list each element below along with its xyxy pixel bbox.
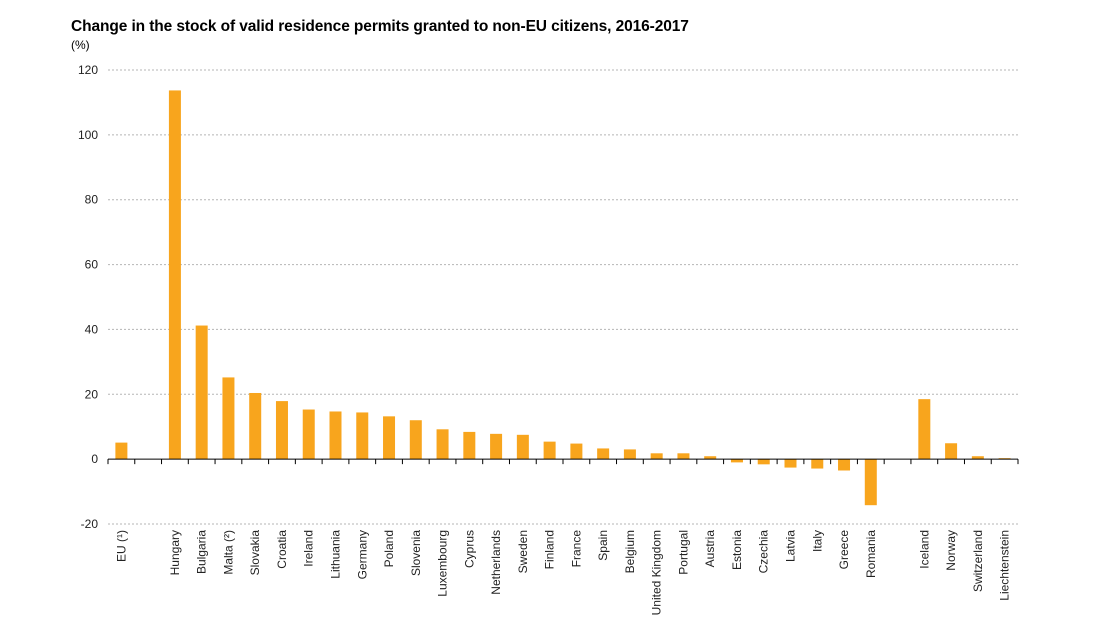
bar bbox=[356, 412, 369, 460]
bar bbox=[730, 459, 743, 463]
x-category-label: Portugal bbox=[676, 530, 690, 575]
x-category-label: United Kingdom bbox=[650, 530, 664, 615]
bar bbox=[784, 459, 797, 468]
y-tick-label: 20 bbox=[85, 387, 99, 401]
bar bbox=[838, 459, 851, 471]
x-category-label: Luxembourg bbox=[436, 530, 450, 597]
y-tick-label: 0 bbox=[91, 452, 98, 466]
bar bbox=[677, 453, 690, 460]
bar bbox=[329, 411, 342, 460]
bar bbox=[302, 409, 315, 460]
x-category-label: Austria bbox=[703, 530, 717, 568]
x-category-label: Liechtenstein bbox=[998, 530, 1012, 601]
x-category-label: Norway bbox=[944, 530, 958, 571]
bar bbox=[918, 399, 931, 460]
bars bbox=[115, 90, 1011, 506]
bar bbox=[543, 441, 556, 460]
bar bbox=[757, 459, 770, 465]
x-category-label: Malta (²) bbox=[221, 530, 235, 575]
bar bbox=[463, 431, 476, 460]
x-category-label: Poland bbox=[382, 530, 396, 567]
gridlines bbox=[108, 69, 1018, 525]
bar bbox=[115, 442, 128, 460]
x-category-label: Germany bbox=[355, 530, 369, 579]
x-category-label: Spain bbox=[596, 530, 610, 561]
bar bbox=[383, 416, 396, 460]
bar bbox=[436, 429, 449, 460]
bar bbox=[168, 90, 181, 460]
bar bbox=[275, 401, 288, 460]
bar bbox=[971, 456, 984, 460]
x-category-label: Lithuania bbox=[329, 530, 343, 579]
bar bbox=[704, 456, 717, 460]
x-category-label: Bulgaria bbox=[195, 530, 209, 574]
y-tick-label: 120 bbox=[78, 63, 98, 77]
bar bbox=[570, 443, 583, 460]
x-category-label: Netherlands bbox=[489, 530, 503, 595]
bar bbox=[195, 325, 208, 460]
x-category-label: Slovenia bbox=[409, 530, 423, 576]
x-category-label: Ireland bbox=[302, 530, 316, 567]
x-category-label: Switzerland bbox=[971, 530, 985, 592]
bar bbox=[650, 453, 663, 460]
bar bbox=[409, 420, 422, 460]
x-category-label: Finland bbox=[543, 530, 557, 569]
y-axis-ticks: -20 0 20 40 60 80 100 120 bbox=[78, 63, 98, 531]
x-category-label: Croatia bbox=[275, 530, 289, 569]
x-category-label: Cyprus bbox=[462, 530, 476, 568]
x-category-label: Belgium bbox=[623, 530, 637, 573]
unit-label: (%) bbox=[71, 38, 90, 52]
bar bbox=[945, 443, 958, 460]
bar bbox=[490, 433, 503, 460]
chart-title: Change in the stock of valid residence p… bbox=[71, 18, 689, 35]
x-category-label: France bbox=[569, 530, 583, 568]
x-category-label: Sweden bbox=[516, 530, 530, 573]
y-tick-label: 80 bbox=[85, 193, 99, 207]
x-category-label: Hungary bbox=[168, 530, 182, 575]
x-category-label: Czechia bbox=[757, 530, 771, 574]
x-category-label: Iceland bbox=[917, 530, 931, 569]
x-axis bbox=[107, 458, 1019, 465]
x-category-label: Romania bbox=[864, 530, 878, 578]
bar bbox=[811, 459, 824, 469]
bar bbox=[864, 459, 877, 506]
x-category-label: Latvia bbox=[784, 530, 798, 562]
y-tick-label: 100 bbox=[78, 128, 98, 142]
bar bbox=[597, 448, 610, 460]
x-category-label: Italy bbox=[810, 530, 824, 552]
bar bbox=[623, 449, 636, 460]
x-category-label: Greece bbox=[837, 530, 851, 570]
x-category-label: EU (¹) bbox=[114, 530, 128, 562]
y-tick-label: 40 bbox=[85, 322, 99, 336]
bar bbox=[222, 377, 235, 460]
x-category-label: Estonia bbox=[730, 530, 744, 570]
x-category-label: Slovakia bbox=[248, 530, 262, 576]
bar bbox=[516, 434, 529, 460]
x-axis-labels: EU (¹) Hungary Bulgaria Malta (²) Slovakia Cr… bbox=[114, 530, 1011, 616]
y-tick-label: -20 bbox=[81, 517, 99, 531]
bar bbox=[249, 392, 262, 460]
y-tick-label: 60 bbox=[85, 258, 99, 272]
